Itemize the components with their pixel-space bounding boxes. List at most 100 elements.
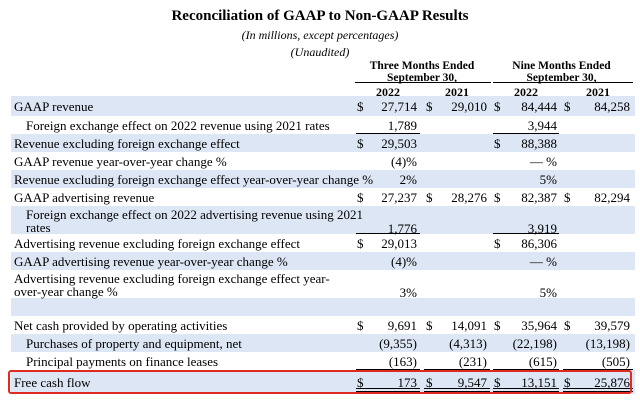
period-label: Nine Months Ended — [512, 60, 611, 72]
report-subtitle: (In millions, except percentages) — [241, 28, 399, 42]
period-underline — [355, 82, 491, 83]
row-label: Revenue excluding foreign exchange effec… — [14, 172, 374, 187]
period-label2: September 30, — [526, 71, 597, 84]
cell-value: 1,776 — [387, 221, 417, 236]
table-row: Principal payments on finance leases (163… — [11, 352, 635, 370]
cell-value: (13,198) — [585, 336, 630, 351]
currency-symbol: $ — [494, 190, 501, 205]
cell-double-underline — [563, 388, 633, 392]
currency-symbol: $ — [494, 318, 501, 333]
cell-underline — [493, 133, 559, 134]
cell-value: 14,091 — [451, 318, 487, 333]
cell-underline — [356, 369, 420, 370]
currency-symbol: $ — [564, 318, 571, 333]
currency-symbol: $ — [564, 375, 571, 390]
row-label: Foreign exchange effect on 2022 revenue … — [26, 118, 330, 133]
currency-symbol: $ — [494, 136, 501, 151]
cell-double-underline — [424, 388, 490, 392]
cell-value: (615) — [528, 354, 557, 369]
period-header-nine-months: Nine Months Ended September 30, — [490, 60, 633, 84]
table-row: GAAP revenue year-over-year change % (4)%… — [11, 152, 635, 170]
row-label: Advertising revenue excluding foreign ex… — [14, 271, 330, 299]
period-label2: September 30, — [386, 71, 458, 84]
year-header: 2021 — [586, 85, 610, 99]
cell-value: (4)% — [391, 254, 417, 269]
table-row: Revenue excluding foreign exchange effec… — [11, 134, 635, 152]
cell-value: 82,294 — [594, 190, 630, 205]
table-row: Revenue excluding foreign exchange effec… — [11, 170, 635, 188]
free-cash-flow-highlight — [8, 370, 632, 394]
cell-value: 2% — [399, 172, 417, 187]
currency-symbol: $ — [564, 190, 571, 205]
cell-value: 39,579 — [594, 318, 630, 333]
table-row: GAAP advertising revenue $27,237 $28,276 $8… — [11, 188, 635, 206]
cell-value: 5% — [539, 172, 557, 187]
table-row: GAAP revenue $27,714 $29,010 $84,444 $84,258 — [11, 96, 635, 116]
period-header-three-months: Three Months Ended September 30, — [352, 60, 492, 84]
cell-value: 82,387 — [521, 190, 557, 205]
row-label: GAAP advertising revenue year-over-year … — [14, 254, 288, 269]
cell-value: 25,876 — [594, 375, 630, 390]
cell-value: 5% — [539, 285, 557, 300]
currency-symbol: $ — [426, 99, 433, 114]
cell-value: 27,714 — [381, 99, 417, 114]
cell-value: 3,944 — [527, 118, 557, 133]
cell-underline — [493, 233, 559, 234]
cell-value: 86,306 — [521, 236, 557, 251]
year-header: 2021 — [445, 85, 469, 99]
table-row: Net cash provided by operating activitie… — [11, 316, 635, 334]
currency-symbol: $ — [357, 236, 364, 251]
cell-value: 84,258 — [594, 99, 630, 114]
row-label: Net cash provided by operating activitie… — [14, 318, 228, 333]
cell-value: — % — [529, 154, 557, 169]
cell-value: 88,388 — [521, 136, 557, 151]
cell-value: 35,964 — [521, 318, 557, 333]
currency-symbol: $ — [494, 236, 501, 251]
row-label: Foreign exchange effect on 2022 advertis… — [26, 207, 363, 235]
currency-symbol: $ — [357, 375, 364, 390]
currency-symbol: $ — [494, 375, 501, 390]
cell-underline — [356, 133, 420, 134]
table-row: Advertising revenue excluding foreign ex… — [11, 234, 635, 252]
table-row: Purchases of property and equipment, net… — [11, 334, 635, 352]
cell-value: 9,691 — [387, 318, 417, 333]
currency-symbol: $ — [426, 318, 433, 333]
cell-value: (231) — [458, 354, 487, 369]
cell-underline — [493, 369, 559, 370]
cell-value: 27,237 — [381, 190, 417, 205]
cell-value: 13,151 — [521, 375, 557, 390]
cell-value: (505) — [601, 354, 630, 369]
year-header: 2022 — [514, 85, 538, 99]
report-title: Reconciliation of GAAP to Non-GAAP Resul… — [171, 8, 469, 24]
currency-symbol: $ — [494, 99, 501, 114]
table-row: Advertising revenue excluding foreign ex… — [11, 270, 635, 300]
cell-underline — [356, 233, 420, 234]
row-label: Principal payments on finance leases — [26, 354, 219, 369]
currency-symbol: $ — [426, 375, 433, 390]
cell-value: (4)% — [391, 154, 417, 169]
table-row: Foreign exchange effect on 2022 revenue … — [11, 116, 635, 134]
currency-symbol: $ — [426, 190, 433, 205]
cell-underline — [424, 369, 490, 370]
row-label: Purchases of property and equipment, net — [26, 336, 242, 351]
cell-value: 29,013 — [381, 236, 417, 251]
cell-value: (22,198) — [512, 336, 557, 351]
cell-value: (9,355) — [379, 336, 417, 351]
table-row: GAAP advertising revenue year-over-year … — [11, 252, 635, 270]
row-label: Advertising revenue excluding foreign ex… — [14, 236, 300, 251]
cell-value: 29,010 — [451, 99, 487, 114]
cell-value: — % — [529, 254, 557, 269]
cell-value: 84,444 — [521, 99, 557, 114]
cell-value: (163) — [388, 354, 417, 369]
cell-double-underline — [493, 388, 559, 392]
cell-value: 9,547 — [457, 375, 487, 390]
cell-value: 3,919 — [527, 221, 557, 236]
report-unaudited: (Unaudited) — [290, 45, 350, 59]
row-label: Free cash flow — [14, 375, 91, 390]
period-underline — [493, 82, 633, 83]
cell-value: 1,789 — [387, 118, 417, 133]
cell-value: 28,276 — [451, 190, 487, 205]
currency-symbol: $ — [564, 99, 571, 114]
row-label: GAAP revenue year-over-year change % — [14, 154, 227, 169]
table-row: Foreign exchange effect on 2022 advertis… — [11, 206, 635, 236]
